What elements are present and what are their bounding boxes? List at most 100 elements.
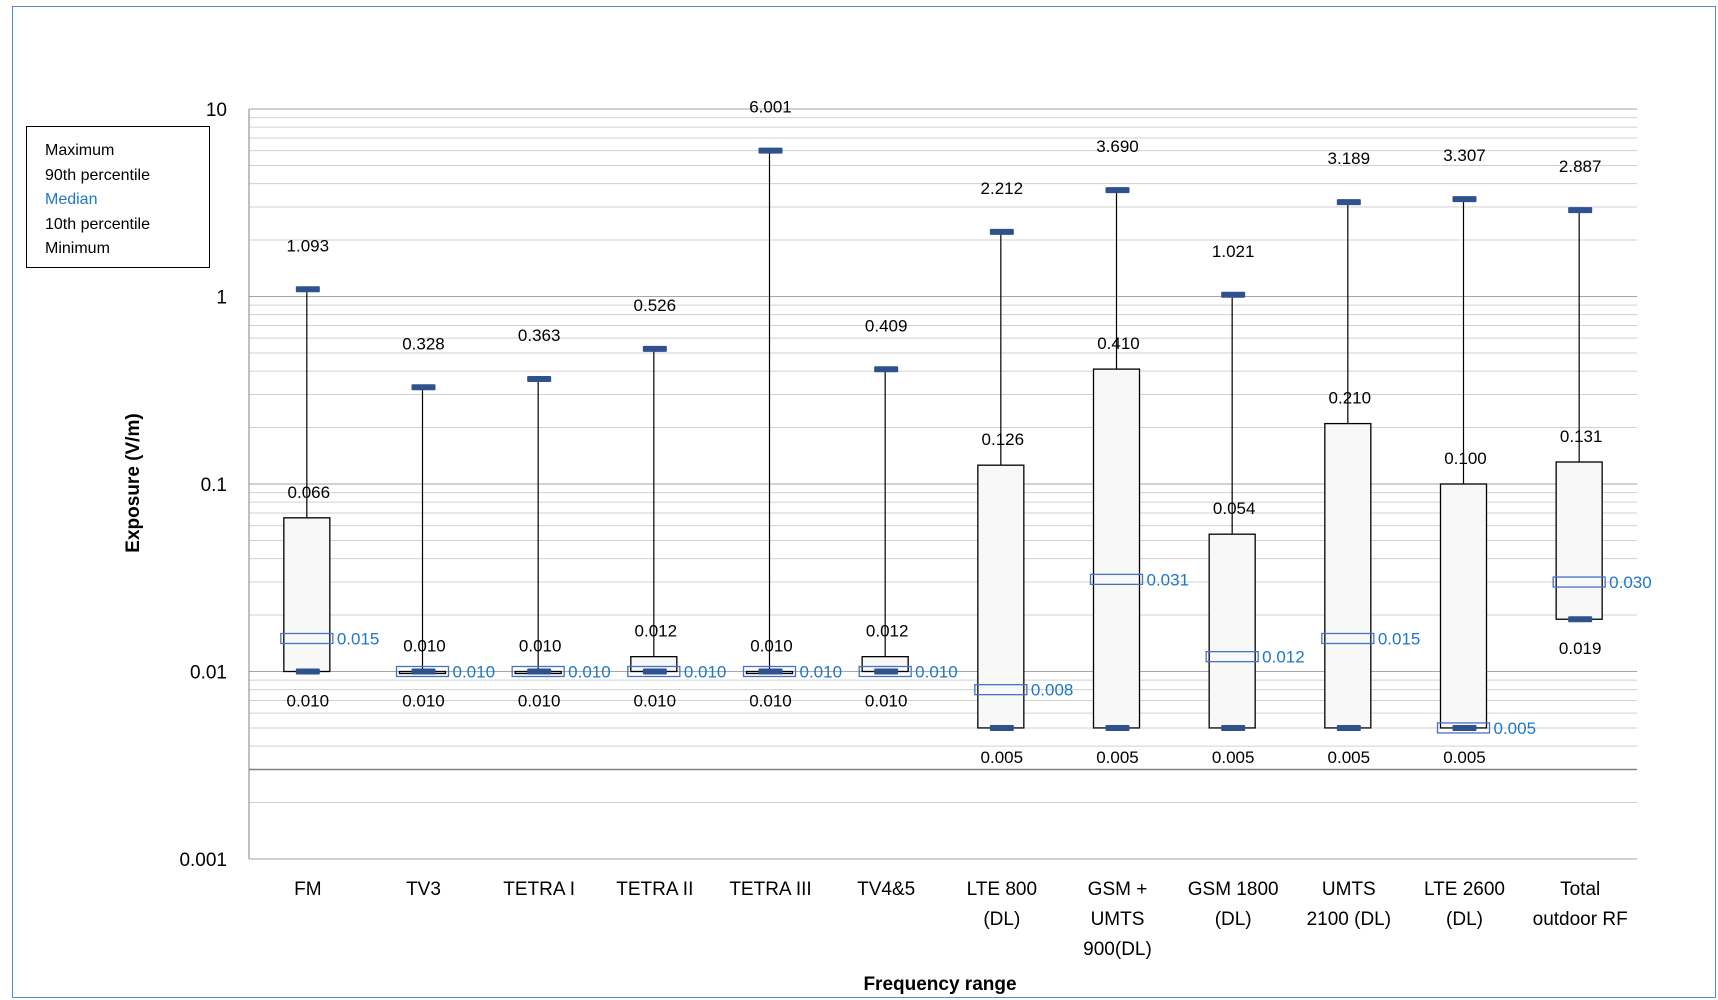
x-axis-title: Frequency range: [863, 974, 1016, 995]
x-category-label: FM: [294, 879, 321, 900]
category-group: 1.021 0.054 0.012 0.005: [1205, 242, 1305, 767]
max-marker: [989, 228, 1014, 235]
min-value-label: 0.019: [1559, 639, 1602, 658]
median-value-label: 0.010: [915, 663, 958, 682]
median-value-label: 0.012: [1262, 648, 1305, 667]
p90-value-label: 0.066: [288, 483, 331, 502]
max-value-label: 0.409: [865, 316, 908, 335]
box-p10-p90: [1439, 483, 1488, 729]
y-axis-title: Exposure (V/m): [123, 413, 144, 552]
box-p10-p90: [1324, 422, 1372, 729]
median-marker: [395, 665, 450, 678]
median-marker: [280, 632, 334, 645]
x-category-label: LTE 2600 (DL): [1424, 879, 1505, 930]
category-group: 0.328 0.010 0.010 0.010: [395, 334, 496, 711]
y-tick-label: 0.1: [201, 475, 227, 496]
legend: Maximum 90th percentile Median 10th perc…: [26, 126, 210, 268]
gridlines: [248, 108, 1637, 860]
x-category-label: GSM 1800 (DL): [1188, 879, 1279, 930]
category-group: 1.093 0.066 0.015 0.010: [280, 236, 379, 711]
x-category-label-line: (DL): [983, 909, 1020, 930]
x-category-label-line: GSM 1800: [1188, 879, 1279, 900]
max-value-label: 3.690: [1096, 137, 1139, 156]
max-marker: [1105, 187, 1130, 194]
median-value-label: 0.005: [1494, 719, 1537, 738]
legend-item-maximum: Maximum: [45, 142, 115, 159]
x-category-label-line: UMTS: [1322, 879, 1376, 900]
max-value-label: 0.526: [634, 296, 677, 315]
min-marker: [758, 668, 783, 675]
max-marker: [1452, 196, 1477, 203]
max-marker: [758, 147, 783, 154]
x-category-label-line: TETRA III: [729, 879, 811, 900]
max-marker: [874, 366, 899, 373]
median-marker: [1436, 722, 1491, 734]
max-marker: [411, 384, 436, 391]
median-value-label: 0.010: [453, 663, 496, 682]
x-category-label: TV4&5: [857, 879, 915, 900]
min-value-label: 0.005: [1096, 748, 1139, 767]
category-group: 0.526 0.012 0.010 0.010: [627, 296, 727, 711]
p90-value-label: 0.010: [403, 637, 446, 656]
category-group: 3.189 0.210 0.015 0.005: [1321, 149, 1420, 767]
p90-value-label: 0.010: [519, 637, 562, 656]
p90-value-label: 0.131: [1560, 427, 1603, 446]
max-value-label: 2.212: [981, 179, 1024, 198]
max-value-label: 0.328: [402, 334, 445, 353]
x-category-label-line: outdoor RF: [1533, 909, 1628, 930]
box-p10-p90: [977, 464, 1025, 729]
min-marker: [989, 724, 1014, 731]
min-value-label: 0.010: [287, 692, 330, 711]
max-value-label: 1.021: [1212, 242, 1255, 261]
median-value-label: 0.030: [1609, 573, 1652, 592]
category-group: 2.212 0.126 0.008 0.005: [974, 179, 1074, 767]
x-category-labels: FM TV3 TETRA I TETRA II TETRA III TV4&5 LTE 80…: [294, 879, 1628, 960]
median-value-label: 0.008: [1031, 681, 1074, 700]
median-marker: [858, 665, 912, 678]
min-value-label: 0.010: [518, 692, 561, 711]
x-category-label: GSM + UMTS 900(DL): [1083, 879, 1152, 960]
x-category-label-line: GSM +: [1088, 879, 1148, 900]
p90-value-label: 0.012: [866, 622, 909, 641]
max-value-label: 3.189: [1328, 149, 1371, 168]
box-p10-p90: [1092, 368, 1141, 729]
y-tick-label: 1: [216, 288, 227, 309]
p90-value-label: 0.210: [1329, 389, 1372, 408]
x-category-label-line: (DL): [1446, 909, 1483, 930]
p90-value-label: 0.410: [1097, 334, 1140, 353]
y-tick-label: 10: [206, 100, 227, 121]
median-value-label: 0.010: [800, 663, 843, 682]
max-marker: [642, 345, 667, 352]
x-category-label-line: FM: [294, 879, 321, 900]
boxes: 1.093 0.066 0.015 0.010 0.328 0.010 0.010 0.010…: [280, 98, 1652, 767]
min-marker: [1105, 724, 1130, 731]
category-group: 3.690 0.410 0.031 0.005: [1089, 137, 1189, 767]
legend-item-10th-percentile: 10th percentile: [45, 215, 150, 233]
box-p10-p90: [1555, 461, 1603, 620]
median-value-label: 0.010: [684, 663, 727, 682]
min-value-label: 0.005: [1212, 748, 1255, 767]
x-category-label-line: TETRA I: [503, 879, 575, 900]
max-value-label: 1.093: [287, 236, 330, 255]
p90-value-label: 0.126: [982, 430, 1025, 449]
median-marker: [511, 665, 565, 678]
p90-value-label: 0.010: [750, 637, 793, 656]
x-category-label-line: Total: [1560, 879, 1600, 900]
x-category-label-line: LTE 800: [967, 879, 1037, 900]
min-marker: [642, 668, 667, 675]
min-value-label: 0.010: [402, 692, 445, 711]
max-value-label: 3.307: [1443, 146, 1486, 165]
max-marker: [295, 286, 320, 293]
x-category-label: TV3: [406, 879, 441, 900]
category-group: 3.307 0.100 0.005 0.005: [1436, 146, 1537, 767]
median-marker: [742, 665, 797, 678]
x-category-label-line: (DL): [1215, 909, 1252, 930]
x-category-label-line: TETRA II: [616, 879, 693, 900]
x-category-label: TETRA III: [729, 879, 811, 900]
max-marker: [1221, 291, 1246, 298]
x-category-label: UMTS 2100 (DL): [1307, 879, 1392, 930]
category-group: 0.409 0.012 0.010 0.010: [858, 316, 958, 711]
median-marker: [627, 665, 681, 678]
x-category-label-line: 900(DL): [1083, 939, 1152, 960]
min-marker: [527, 668, 552, 675]
